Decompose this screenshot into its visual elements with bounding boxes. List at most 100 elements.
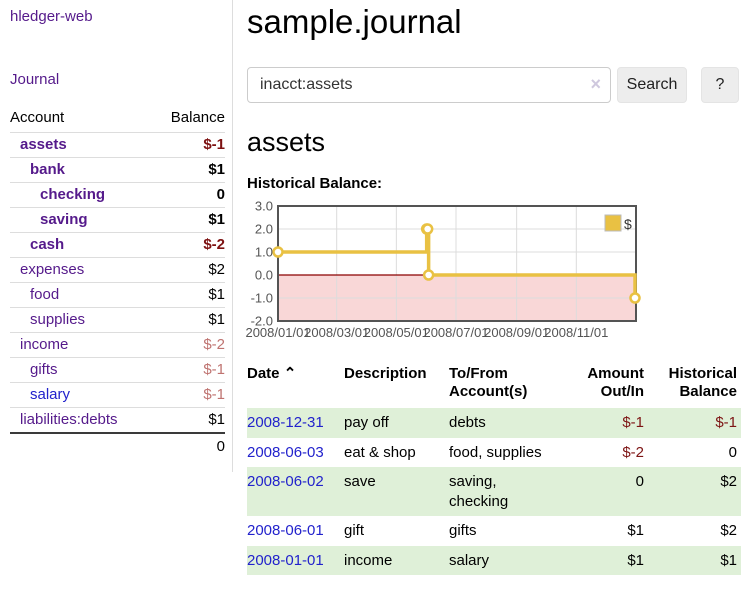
brand: hledger-web bbox=[10, 8, 225, 25]
account-name-cell: saving bbox=[10, 207, 153, 233]
account-balance: $-2 bbox=[152, 332, 225, 358]
accounts-table: Account Balance assets $-1 bank $1 checking 0… bbox=[10, 106, 225, 460]
register-row: 2008-06-03 eat & shop food, supplies $-2 0 bbox=[247, 438, 741, 468]
account-name-cell: food bbox=[10, 282, 153, 308]
account-row: income $-2 bbox=[10, 332, 225, 358]
account-name-cell: checking bbox=[10, 182, 153, 208]
date-cell: 2008-12-31 bbox=[247, 408, 344, 438]
account-link-food[interactable]: food bbox=[30, 286, 60, 303]
date-cell: 2008-01-01 bbox=[247, 545, 344, 576]
accounts-cell: saving, checking bbox=[449, 467, 564, 517]
account-link-supplies[interactable]: supplies bbox=[30, 311, 86, 328]
transaction-date-link[interactable]: 2008-12-31 bbox=[247, 414, 324, 432]
register-body: 2008-12-31 pay off debts $-1 $-1 2008-06-03 ea… bbox=[247, 408, 741, 576]
account-balance: $1 bbox=[152, 307, 225, 333]
description-cell: eat & shop bbox=[344, 443, 416, 461]
account-balance: $2 bbox=[152, 257, 225, 283]
accounts-total: 0 bbox=[152, 432, 225, 460]
account-link-salary[interactable]: salary bbox=[30, 386, 71, 403]
chart-title: Historical Balance: bbox=[247, 174, 383, 192]
amount-cell: $1 bbox=[627, 522, 644, 540]
account-row: bank $1 bbox=[10, 157, 225, 183]
register-row: 2008-06-01 gift gifts $1 $2 bbox=[247, 516, 741, 546]
journal-link[interactable]: Journal bbox=[10, 71, 60, 88]
search-input[interactable] bbox=[247, 66, 611, 103]
legend-label: $ bbox=[624, 216, 632, 232]
account-link-saving[interactable]: saving bbox=[40, 211, 88, 228]
account-row: expenses $2 bbox=[10, 257, 225, 283]
account-link-income[interactable]: income bbox=[20, 336, 69, 353]
x-tick-label: 2008/01/01 bbox=[245, 325, 310, 340]
transaction-date-link[interactable]: 2008-01-01 bbox=[247, 551, 324, 569]
help-button[interactable]: ? bbox=[701, 66, 739, 103]
search-button[interactable]: Search bbox=[617, 66, 687, 103]
column-header-date[interactable]: Date ⌃ bbox=[247, 364, 297, 382]
account-link-liabilities:debts[interactable]: liabilities:debts bbox=[20, 411, 118, 428]
account-name-cell: expenses bbox=[10, 257, 153, 283]
account-link-bank[interactable]: bank bbox=[30, 161, 66, 178]
data-point bbox=[629, 291, 641, 304]
account-row: gifts $-1 bbox=[10, 357, 225, 383]
accounts-cell: gifts bbox=[449, 522, 477, 540]
legend-swatch bbox=[604, 214, 622, 232]
account-link-assets[interactable]: assets bbox=[20, 136, 67, 153]
accounts-cell: food, supplies bbox=[449, 443, 542, 461]
register-row: 2008-06-02 save saving, checking 0 $2 bbox=[247, 467, 741, 517]
register-row: 2008-01-01 income salary $1 $1 bbox=[247, 545, 741, 576]
account-balance: 0 bbox=[152, 182, 225, 208]
account-name-cell: cash bbox=[10, 232, 153, 258]
accounts-header-row: Account Balance bbox=[10, 106, 225, 133]
account-balance: $1 bbox=[152, 282, 225, 308]
spacer bbox=[10, 432, 153, 460]
account-balance: $1 bbox=[152, 407, 225, 433]
transaction-date-link[interactable]: 2008-06-01 bbox=[247, 522, 324, 540]
account-balance: $1 bbox=[152, 157, 225, 183]
data-point bbox=[422, 268, 435, 281]
register-header-row: Date ⌃ Description To/From Account(s) Amoun… bbox=[247, 363, 741, 409]
account-name-cell: income bbox=[10, 332, 153, 358]
transaction-date-link[interactable]: 2008-06-03 bbox=[247, 443, 324, 461]
search-bar: × Search ? bbox=[247, 66, 742, 103]
brand-link[interactable]: hledger-web bbox=[10, 8, 93, 25]
description-cell: pay off bbox=[344, 408, 449, 438]
account-row: supplies $1 bbox=[10, 307, 225, 333]
accounts-total-row: 0 bbox=[10, 432, 225, 460]
plot-border bbox=[277, 204, 637, 322]
account-row: salary $-1 bbox=[10, 382, 225, 408]
data-point bbox=[421, 222, 434, 235]
y-tick-label: -2.0 bbox=[251, 313, 273, 328]
x-tick-label: 2008/05/01 bbox=[364, 325, 429, 340]
clear-search-icon[interactable]: × bbox=[590, 73, 601, 94]
transaction-date-link[interactable]: 2008-06-02 bbox=[247, 473, 324, 491]
sidebar: hledger-web Journal Account Balance asse… bbox=[0, 0, 233, 472]
account-link-gifts[interactable]: gifts bbox=[30, 361, 58, 378]
data-point bbox=[272, 245, 284, 258]
account-balance: $-2 bbox=[152, 232, 225, 258]
account-row: liabilities:debts $1 bbox=[10, 407, 225, 433]
historical-balance-chart: $3.0 2.0 1.0 0.0 -1.0 -2.02008/01/012008/03/0… bbox=[245, 198, 641, 340]
account-link-cash[interactable]: cash bbox=[30, 236, 65, 253]
account-name-cell: assets bbox=[10, 132, 153, 158]
balance-cell: 0 bbox=[728, 443, 737, 461]
account-row: assets $-1 bbox=[10, 132, 225, 158]
date-cell: 2008-06-03 bbox=[247, 438, 344, 468]
x-tick-label: 2008/07/01 bbox=[423, 325, 488, 340]
register-table: Date ⌃ Description To/From Account(s) Amoun… bbox=[247, 363, 741, 576]
account-row: checking 0 bbox=[10, 182, 225, 208]
column-header-amount: Amount Out/In bbox=[587, 364, 644, 401]
accounts-cell: salary bbox=[449, 545, 564, 576]
account-link-expenses[interactable]: expenses bbox=[20, 261, 85, 278]
accounts-column-header: Account bbox=[10, 109, 65, 126]
balance-cell: $2 bbox=[644, 467, 741, 517]
account-name-cell: gifts bbox=[10, 357, 153, 383]
amount-cell: $-1 bbox=[564, 408, 644, 438]
account-balance: $1 bbox=[152, 207, 225, 233]
account-link-checking[interactable]: checking bbox=[40, 186, 106, 203]
description-cell: gift bbox=[344, 522, 365, 540]
balance-cell: $-1 bbox=[644, 408, 741, 438]
nav-journal: Journal bbox=[10, 71, 225, 88]
x-tick-label: 2008/09/01 bbox=[484, 325, 549, 340]
balance-cell: $2 bbox=[720, 522, 737, 540]
description-cell: income bbox=[344, 545, 449, 576]
